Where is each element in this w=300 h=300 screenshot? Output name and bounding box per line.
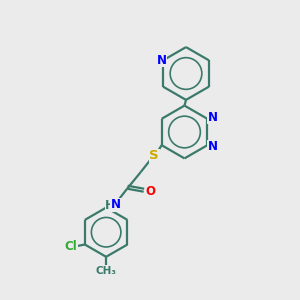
Text: Cl: Cl xyxy=(64,239,77,253)
Text: O: O xyxy=(145,185,155,198)
Text: N: N xyxy=(208,140,218,153)
Text: H: H xyxy=(105,199,115,212)
Text: CH₃: CH₃ xyxy=(96,266,117,276)
Text: N: N xyxy=(111,198,121,212)
Text: S: S xyxy=(149,149,159,162)
Text: N: N xyxy=(157,54,166,67)
Text: N: N xyxy=(208,111,218,124)
